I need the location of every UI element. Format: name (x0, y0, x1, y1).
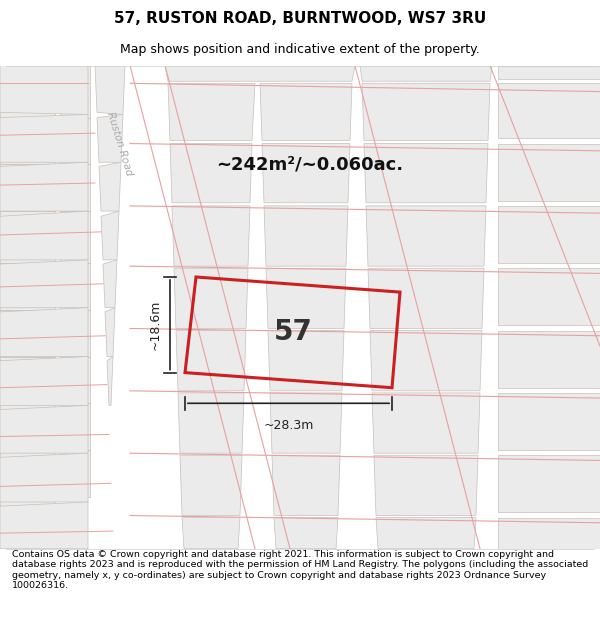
Polygon shape (498, 455, 600, 512)
Polygon shape (0, 406, 88, 453)
Polygon shape (0, 356, 55, 403)
Text: ~28.3m: ~28.3m (263, 419, 314, 432)
Polygon shape (170, 144, 252, 202)
Polygon shape (60, 118, 90, 164)
Polygon shape (60, 164, 90, 211)
Polygon shape (101, 211, 119, 260)
Polygon shape (0, 162, 88, 211)
Polygon shape (178, 393, 244, 453)
Polygon shape (60, 356, 90, 403)
Polygon shape (95, 66, 125, 114)
Polygon shape (0, 450, 55, 497)
Polygon shape (498, 518, 600, 549)
Polygon shape (260, 83, 352, 141)
Text: Ruston Road: Ruston Road (106, 111, 134, 177)
Polygon shape (60, 263, 90, 310)
Polygon shape (498, 206, 600, 263)
Polygon shape (0, 502, 88, 549)
Polygon shape (364, 144, 488, 202)
Polygon shape (168, 83, 255, 141)
Polygon shape (60, 403, 90, 450)
Polygon shape (99, 162, 121, 211)
Polygon shape (360, 66, 492, 81)
Polygon shape (176, 331, 246, 391)
Polygon shape (372, 393, 480, 453)
Polygon shape (0, 164, 55, 211)
Polygon shape (362, 83, 490, 141)
Polygon shape (262, 144, 350, 202)
Polygon shape (498, 393, 600, 450)
Polygon shape (266, 268, 346, 329)
Polygon shape (107, 356, 113, 406)
Polygon shape (0, 356, 88, 406)
Polygon shape (0, 211, 55, 263)
Polygon shape (268, 331, 344, 391)
Text: 57: 57 (274, 318, 313, 346)
Polygon shape (498, 66, 600, 79)
Polygon shape (0, 260, 88, 308)
Polygon shape (165, 66, 355, 81)
Polygon shape (274, 518, 338, 549)
Polygon shape (180, 455, 242, 516)
Polygon shape (0, 453, 88, 502)
Polygon shape (0, 114, 88, 162)
Polygon shape (0, 66, 55, 118)
Polygon shape (105, 308, 115, 356)
Text: Contains OS data © Crown copyright and database right 2021. This information is : Contains OS data © Crown copyright and d… (12, 550, 588, 590)
Polygon shape (0, 66, 88, 114)
Polygon shape (264, 206, 348, 266)
Polygon shape (60, 450, 90, 497)
Polygon shape (376, 518, 476, 549)
Polygon shape (0, 211, 88, 260)
Polygon shape (498, 268, 600, 326)
Polygon shape (0, 403, 55, 450)
Text: ~18.6m: ~18.6m (149, 299, 162, 350)
Polygon shape (0, 118, 55, 164)
Polygon shape (370, 331, 482, 391)
Polygon shape (0, 497, 55, 549)
Polygon shape (0, 263, 55, 310)
Text: Map shows position and indicative extent of the property.: Map shows position and indicative extent… (120, 44, 480, 56)
Polygon shape (498, 83, 600, 138)
Polygon shape (272, 455, 340, 516)
Text: ~242m²/~0.060ac.: ~242m²/~0.060ac. (217, 156, 404, 173)
Polygon shape (97, 114, 123, 162)
Polygon shape (366, 206, 486, 266)
Polygon shape (374, 455, 478, 516)
Text: 57, RUSTON ROAD, BURNTWOOD, WS7 3RU: 57, RUSTON ROAD, BURNTWOOD, WS7 3RU (114, 11, 486, 26)
Polygon shape (0, 308, 88, 356)
Polygon shape (498, 144, 600, 201)
Polygon shape (60, 211, 90, 263)
Polygon shape (172, 206, 250, 266)
Polygon shape (368, 268, 484, 329)
Polygon shape (182, 518, 240, 549)
Polygon shape (60, 310, 90, 356)
Polygon shape (0, 310, 55, 356)
Polygon shape (174, 268, 248, 329)
Polygon shape (498, 331, 600, 388)
Polygon shape (103, 260, 117, 308)
Polygon shape (270, 393, 342, 453)
Polygon shape (60, 66, 90, 118)
